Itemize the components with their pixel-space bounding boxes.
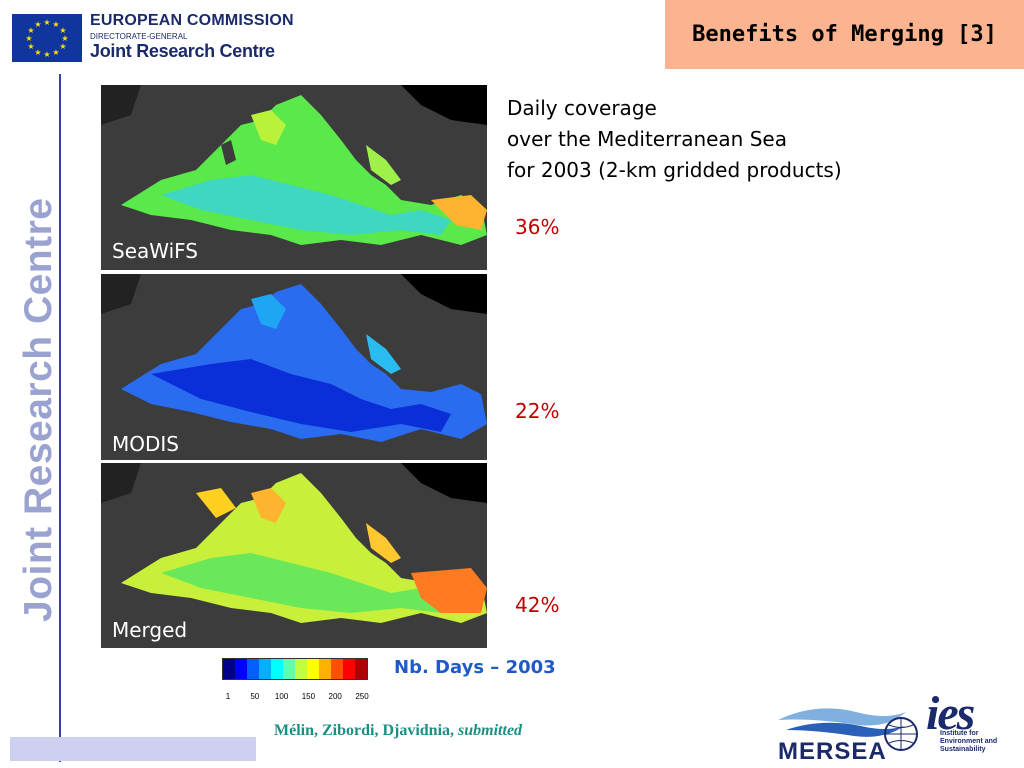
- color-scale-tick: 150: [301, 692, 316, 701]
- color-scale-tick: 50: [250, 692, 260, 701]
- svg-text:★: ★: [61, 34, 68, 43]
- map-merged: Merged: [101, 463, 487, 648]
- color-scale-swatch: [235, 659, 247, 679]
- color-scale-swatch: [259, 659, 271, 679]
- ies-logo-mark: ies: [926, 687, 975, 740]
- color-scale-bar: [222, 658, 368, 680]
- authors: Mélin, Zibordi, Djavidnia, submitted: [274, 722, 522, 740]
- coverage-merged: 42%: [515, 593, 560, 617]
- svg-text:★: ★: [25, 34, 32, 43]
- ies-line1: Institute for: [940, 730, 979, 737]
- svg-text:★: ★: [59, 26, 66, 35]
- color-scale-tick: 250: [355, 692, 369, 701]
- svg-text:★: ★: [43, 50, 50, 59]
- map-label-seawifs: SeaWiFS: [112, 239, 198, 263]
- color-scale-swatch: [307, 659, 319, 679]
- org-centre: Joint Research Centre: [90, 41, 275, 61]
- slide-title: Benefits of Merging [3]: [692, 22, 997, 47]
- ies-line3: Sustainability: [940, 746, 986, 753]
- org-name: EUROPEAN COMMISSION: [90, 12, 294, 29]
- scale-caption: Nb. Days – 2003: [394, 657, 556, 678]
- description-line3: for 2003 (2-km gridded products): [507, 158, 842, 182]
- eu-flag-icon: ★ ★ ★ ★ ★ ★ ★ ★ ★ ★ ★ ★: [12, 14, 82, 62]
- color-scale-swatch: [343, 659, 355, 679]
- color-scale-swatch: [271, 659, 283, 679]
- sidebar-divider: [59, 74, 61, 762]
- map-label-modis: MODIS: [112, 432, 179, 456]
- sidebar-label: Joint Research Centre: [17, 197, 60, 622]
- mersea-wordmark: MERSEA: [778, 738, 887, 765]
- footer-bar: [10, 737, 256, 761]
- ies-logo-text: Institute for Environment and Sustainabi…: [940, 730, 997, 754]
- color-scale-swatch: [223, 659, 235, 679]
- color-scale: 1 50 100 150 200 250: [222, 658, 369, 701]
- ec-logo: ★ ★ ★ ★ ★ ★ ★ ★ ★ ★ ★ ★ EUROPEAN COMMISSION DIRE…: [12, 12, 294, 62]
- description: Daily coverage over the Mediterranean Se…: [507, 93, 842, 186]
- svg-text:★: ★: [43, 18, 50, 27]
- ies-line2: Environment and: [940, 738, 998, 745]
- color-scale-swatch: [247, 659, 259, 679]
- color-scale-swatch: [283, 659, 295, 679]
- author-names: Mélin, Zibordi, Djavidnia,: [274, 722, 455, 739]
- description-line1: Daily coverage: [507, 96, 657, 120]
- svg-text:★: ★: [27, 26, 34, 35]
- svg-text:★: ★: [52, 48, 59, 57]
- svg-text:★: ★: [34, 20, 41, 29]
- color-scale-tick: 1: [225, 692, 231, 701]
- org-directorate: DIRECTORATE-GENERAL: [90, 32, 188, 41]
- svg-text:★: ★: [34, 48, 41, 57]
- title-box: Benefits of Merging [3]: [665, 0, 1024, 69]
- color-scale-tick: 100: [274, 692, 289, 701]
- svg-text:★: ★: [27, 42, 34, 51]
- color-scale-swatch: [331, 659, 343, 679]
- coverage-modis: 22%: [515, 399, 560, 423]
- color-scale-swatch: [319, 659, 331, 679]
- color-scale-ticks: 1 50 100 150 200 250: [222, 680, 369, 701]
- color-scale-tick: 200: [328, 692, 342, 701]
- map-label-merged: Merged: [112, 618, 188, 642]
- coverage-seawifs: 36%: [515, 215, 560, 239]
- svg-text:★: ★: [52, 20, 59, 29]
- map-modis: MODIS: [101, 274, 487, 460]
- mersea-logo: [778, 708, 918, 751]
- map-seawifs: SeaWiFS: [101, 85, 487, 270]
- description-line2: over the Mediterranean Sea: [507, 127, 787, 151]
- color-scale-swatch: [295, 659, 307, 679]
- publication-status: submitted: [458, 722, 523, 739]
- svg-text:★: ★: [59, 42, 66, 51]
- color-scale-swatch: [355, 659, 367, 679]
